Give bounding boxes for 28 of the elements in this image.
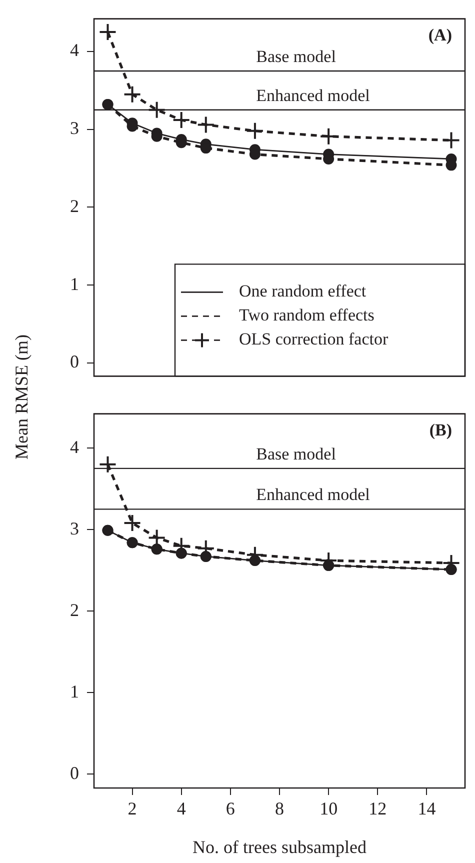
annotation: (B) [429,420,452,440]
x-tick-label: 4 [176,798,186,819]
y-tick-label: 2 [70,600,79,620]
y-tick-label: 3 [70,518,79,538]
legend-label: OLS correction factor [239,330,388,349]
ref-line-label: Base model [256,444,336,464]
y-tick-label: 0 [70,352,79,372]
x-tick-label: 2 [128,798,137,819]
ref-line-label: Enhanced model [256,86,370,105]
x-tick-label: 10 [320,798,338,819]
y-tick-label: 4 [70,40,79,60]
y-tick-label: 2 [70,196,79,216]
y-tick-label: 1 [70,681,79,702]
legend-label: Two random effects [239,306,374,325]
y-tick-label: 1 [70,274,79,294]
ref-line-label: Enhanced model [256,485,370,504]
y-tick-label: 0 [70,762,79,783]
legend-label: One random effect [239,282,366,301]
y-tick-label: 3 [70,118,79,138]
x-tick-label: 14 [418,798,436,819]
y-axis-title: Mean RMSE (m) [12,334,32,460]
x-tick-label: 12 [368,798,387,819]
x-axis-title: No. of trees subsampled [192,836,366,857]
y-tick-label: 4 [70,436,79,457]
x-tick-label: 8 [275,798,284,819]
annotation: (A) [428,26,452,45]
x-tick-label: 6 [226,798,235,819]
ref-line-label: Base model [256,46,336,66]
